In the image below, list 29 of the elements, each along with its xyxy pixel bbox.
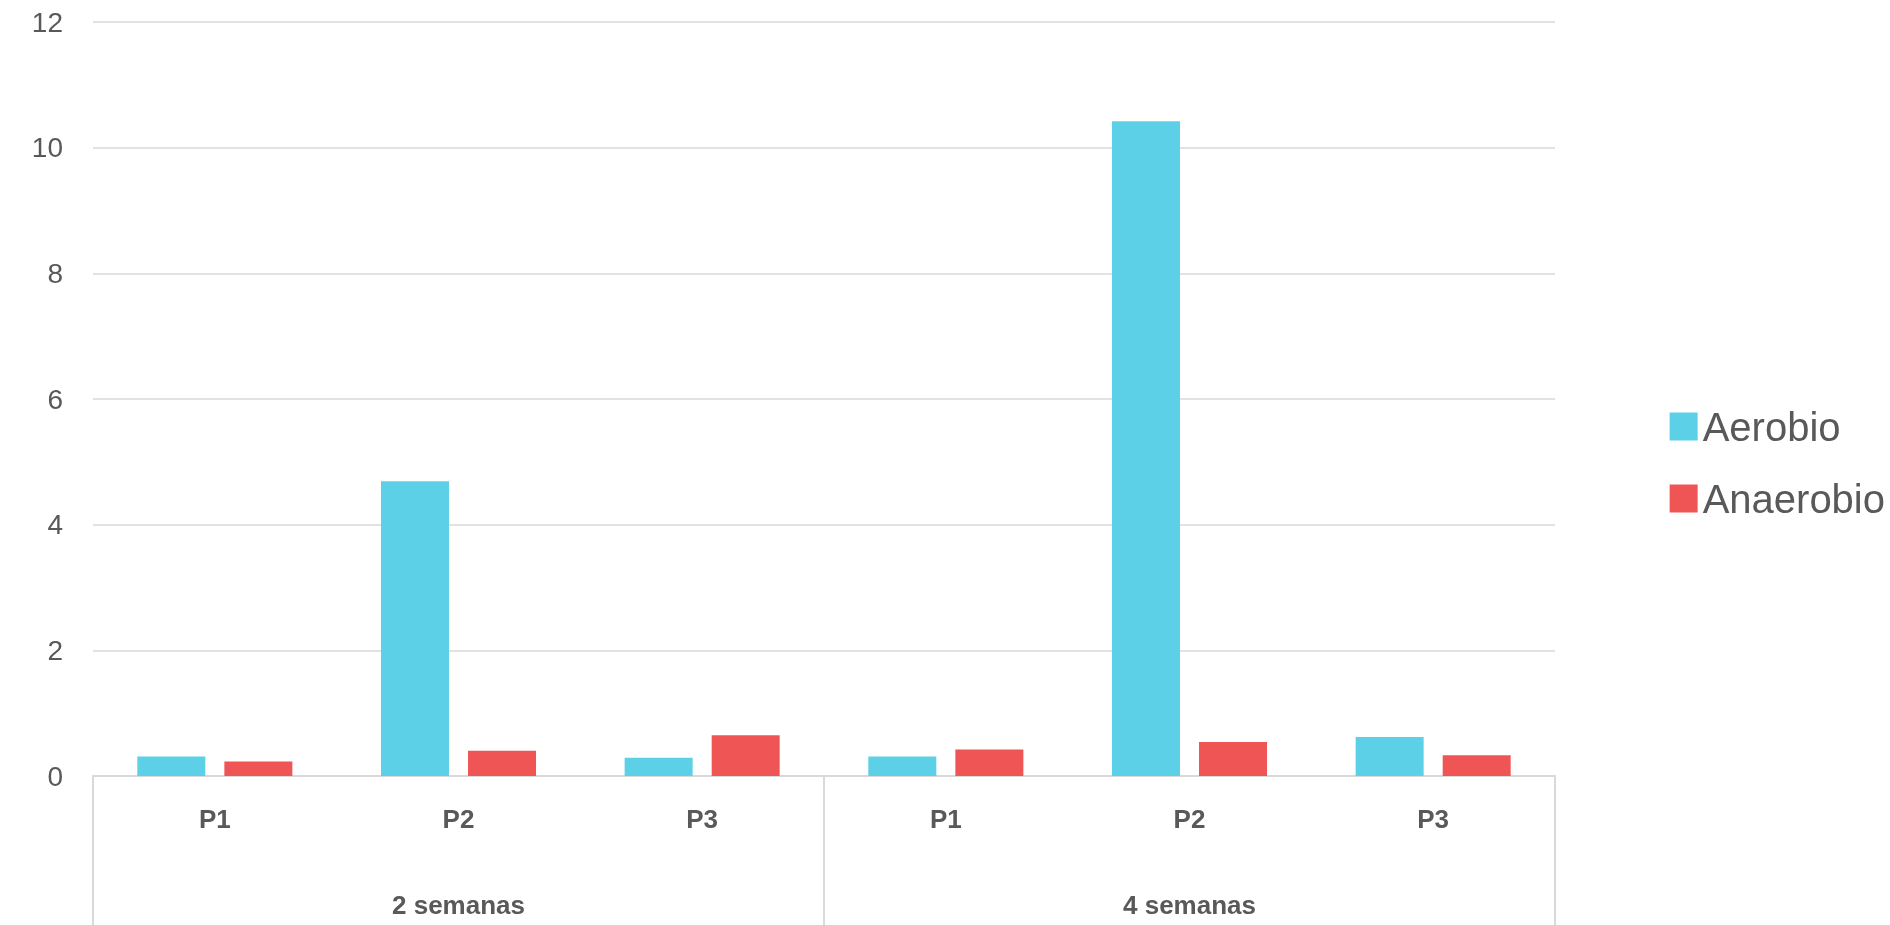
bar [868, 756, 937, 776]
bar [955, 749, 1024, 776]
bar [468, 750, 537, 776]
bar [380, 481, 449, 776]
bar [711, 735, 780, 776]
text: 2 semanas [392, 890, 525, 920]
text: 4 semanas [1123, 890, 1256, 920]
y-tick-label: 10 [31, 132, 63, 164]
bar [1442, 755, 1511, 776]
x-tick-label: P3 [1417, 804, 1450, 834]
bar [1199, 742, 1268, 776]
legend-label: Anaerobio [1702, 476, 1886, 521]
y-tick-label: 8 [47, 257, 63, 289]
bar [624, 757, 693, 776]
x-tick-label: P3 [686, 804, 719, 834]
y-tick-label: 6 [47, 383, 63, 415]
x-tick-label: P2 [1173, 804, 1206, 834]
y-tick-label: 4 [47, 509, 63, 541]
y-tick-label: 0 [47, 760, 63, 792]
bar [1111, 121, 1180, 776]
y-tick-label: 12 [31, 6, 63, 38]
x-tick-label: P1 [929, 804, 962, 834]
bar [137, 756, 206, 776]
x-tick-label: P2 [442, 804, 475, 834]
x-tick-label: P1 [198, 804, 231, 834]
y-tick-label: 2 [47, 634, 63, 666]
bar [1355, 737, 1424, 776]
legend-label: Aerobio [1702, 404, 1841, 449]
bar [224, 761, 293, 776]
